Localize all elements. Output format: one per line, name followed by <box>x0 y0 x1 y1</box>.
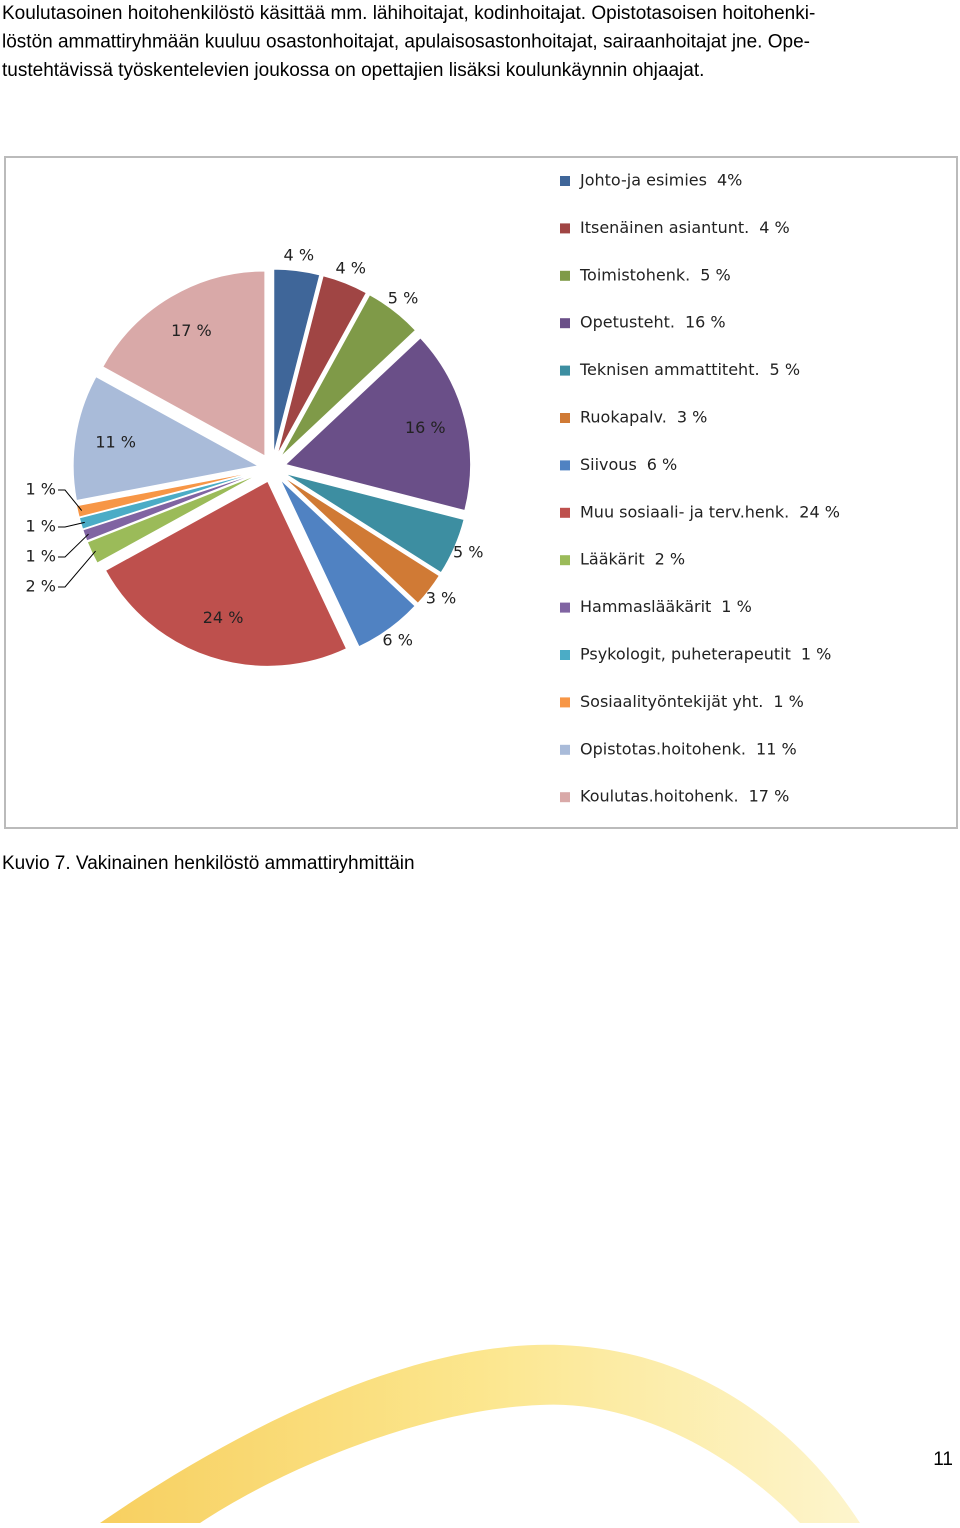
pie-slice <box>284 473 465 574</box>
slice-label: 5 % <box>388 289 418 308</box>
pie-slice <box>102 270 266 457</box>
legend-value: 1 % <box>721 597 751 616</box>
legend-label: Siivous <box>580 455 637 474</box>
pie-slice <box>284 337 472 512</box>
slice-label: 4 % <box>335 259 365 278</box>
legend-value: 1 % <box>773 692 803 711</box>
legend-label: Toimistohenk. <box>579 265 690 284</box>
legend-swatch <box>560 460 570 471</box>
text-line: Koulutasoinen hoitohenkilöstö käsittää m… <box>2 3 815 24</box>
legend-value: 11 % <box>756 739 797 758</box>
slice-label: 2 % <box>26 577 56 596</box>
legend-swatch <box>560 413 570 423</box>
pie-slice <box>82 472 260 542</box>
legend-value: 4 % <box>759 218 789 237</box>
pie-slice <box>86 473 260 564</box>
legend-swatch <box>560 697 570 708</box>
legend-label: Koulutas.hoitohenk. <box>580 787 739 806</box>
legend-label: Opetusteht. <box>580 313 675 332</box>
legend-swatch <box>560 650 570 660</box>
leader-line <box>58 521 85 528</box>
slice-label: 1 % <box>26 517 56 536</box>
legend-label: Muu sosiaali- ja terv.henk. <box>580 502 789 521</box>
legend-value: 24 % <box>799 502 840 521</box>
legend-value: 4% <box>717 171 742 190</box>
pie-slice <box>104 480 348 667</box>
legend-swatch <box>560 223 570 234</box>
legend-value: 3 % <box>677 408 707 427</box>
slice-label: 16 % <box>405 418 446 437</box>
legend-swatch <box>560 792 570 803</box>
legend-label: Itsenäinen asiantunt. <box>580 218 749 237</box>
legend-swatch <box>560 365 570 376</box>
pie-slice <box>280 294 417 458</box>
legend-label: Opistotas.hoitohenk. <box>580 739 746 758</box>
legend-label: Hammaslääkärit <box>580 597 711 616</box>
legend-value: 1 % <box>801 645 831 664</box>
slice-label: 4 % <box>284 245 314 264</box>
slice-label: 3 % <box>426 589 456 608</box>
legend-value: 17 % <box>749 787 790 806</box>
legend-label: Ruokapalv. <box>580 408 667 427</box>
slice-label: 24 % <box>203 608 244 627</box>
slice-label: 11 % <box>95 433 136 452</box>
pie-slice <box>76 470 259 518</box>
text-line: löstön ammattiryhmään kuuluu osastonhoit… <box>2 32 810 53</box>
legend-value: 5 % <box>700 265 730 284</box>
chart: 4 % 4 % 5 % 16 % 5 % 3 % 6 % 24 % 2 % 1 % 1 % 1 % 11… <box>26 171 840 806</box>
paragraph: Koulutasoinen hoitohenkilöstö käsittää m… <box>2 3 815 81</box>
pie-slice <box>273 268 321 455</box>
slice-label: 1 % <box>26 547 56 566</box>
legend-label: Johto-ja esimies <box>579 171 707 190</box>
legend-value: 6 % <box>647 455 677 474</box>
legend-swatch <box>560 744 570 755</box>
leader-line <box>58 550 96 588</box>
pie-slice <box>279 478 416 648</box>
slice-label: 6 % <box>382 630 412 649</box>
leader-line <box>58 489 83 511</box>
caption: Kuvio 7. Vakinainen henkilöstö ammattiry… <box>2 853 415 874</box>
legend-swatch <box>560 507 570 518</box>
slice-label: 17 % <box>171 321 212 340</box>
leader-line <box>58 533 89 558</box>
legend-swatch <box>560 318 570 329</box>
decoration <box>100 1344 860 1523</box>
text-line: tustehtävissä työskentelevien joukossa o… <box>2 60 704 81</box>
legend-value: 5 % <box>770 360 800 379</box>
legend-swatch <box>560 270 570 281</box>
pie-slice <box>72 376 260 502</box>
legend-swatch <box>560 602 570 613</box>
legend-value: 2 % <box>655 550 685 569</box>
pie-slice <box>282 476 440 604</box>
legend-label: Psykologit, puheterapeutit <box>580 645 791 664</box>
legend-value: 16 % <box>685 313 726 332</box>
legend-swatch <box>560 555 570 566</box>
pie-slice <box>276 275 367 456</box>
slice-label: 1 % <box>26 480 56 499</box>
legend-label: Sosiaalityöntekijät yht. <box>580 692 763 711</box>
legend-label: Lääkärit <box>580 550 645 569</box>
page-number: 11 <box>933 1449 953 1470</box>
legend-label: Teknisen ammattiteht. <box>579 360 760 379</box>
slice-label: 5 % <box>453 542 483 561</box>
legend-swatch <box>560 176 570 186</box>
